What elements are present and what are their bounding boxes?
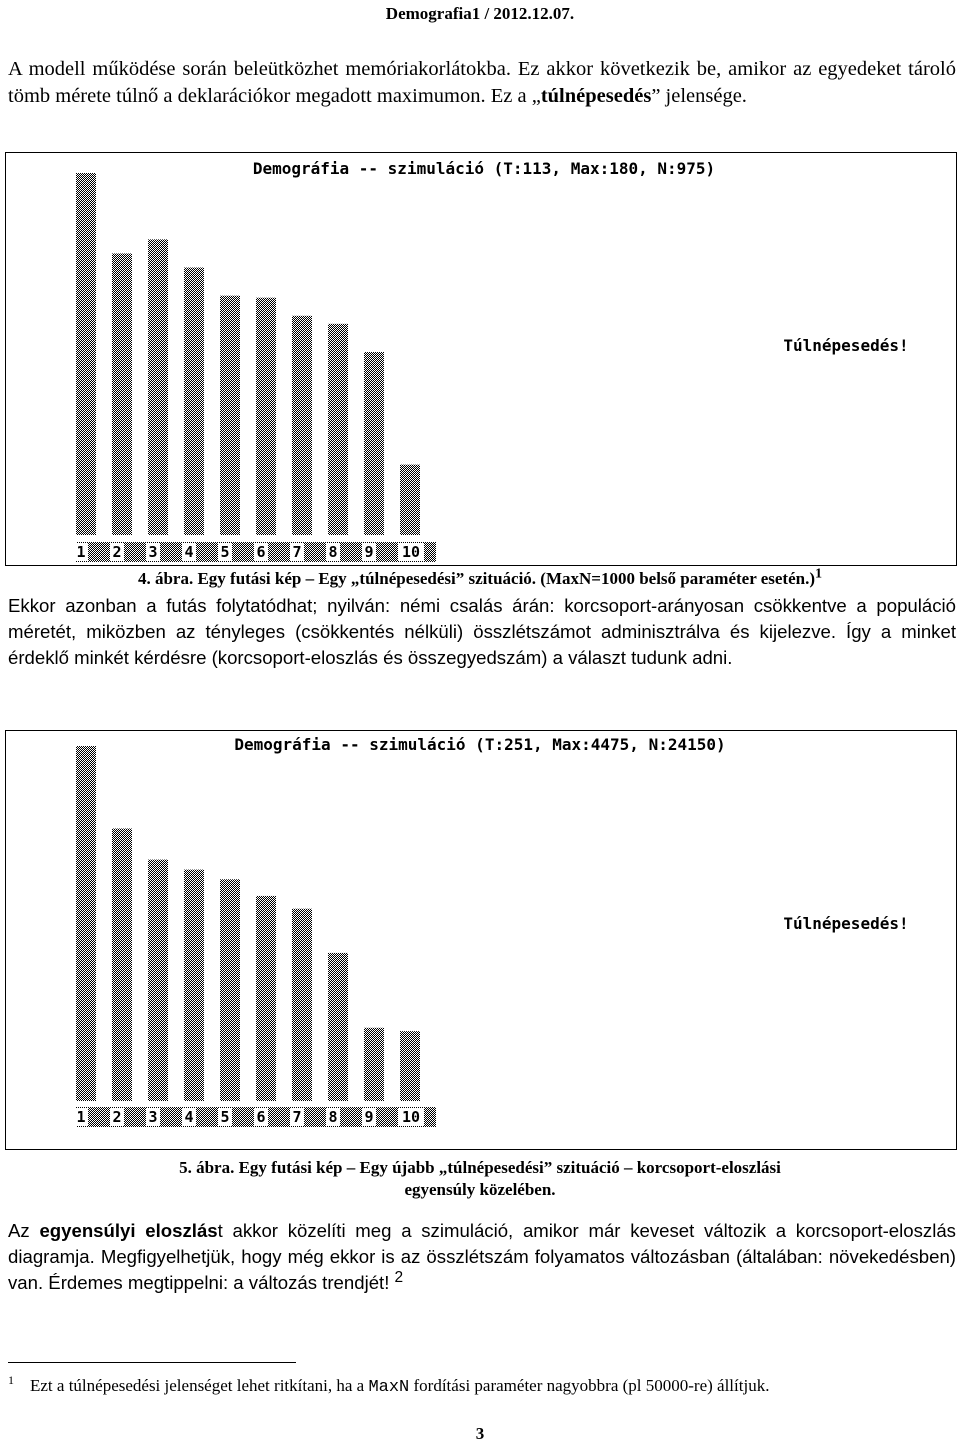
figure-1-caption: 4. ábra. Egy futási kép – Egy „túlnépese…	[0, 565, 960, 590]
middle-paragraph: Ekkor azonban a futás folytatódhat; nyil…	[8, 595, 956, 668]
overpopulation-annotation: Túlnépesedés!	[783, 914, 908, 933]
figure-1-panel: Demográfia -- szimuláció (T:113, Max:180…	[5, 152, 957, 566]
tick-label-box-8	[326, 1108, 340, 1126]
tick-label-1: 1	[76, 1108, 85, 1126]
tick-label-box-5	[218, 1108, 232, 1126]
tick-label-8: 8	[328, 543, 337, 561]
chart-title: Demográfia -- szimuláció (T:251, Max:447…	[234, 735, 725, 754]
tick-label-box-2	[110, 543, 124, 561]
tick-label-box-4	[182, 1108, 196, 1126]
figure-1-chart: Demográfia -- szimuláció (T:113, Max:180…	[74, 159, 909, 562]
tick-label-box-9	[362, 1108, 376, 1126]
page-header: Demografia1 / 2012.12.07.	[385, 4, 575, 23]
tick-label-box-9	[362, 543, 376, 561]
bar-3	[148, 859, 168, 1101]
tick-label-3: 3	[148, 543, 157, 561]
tick-label-4: 4	[184, 1108, 193, 1126]
tick-label-box-3	[146, 543, 160, 561]
tick-label-10: 10	[402, 1108, 420, 1126]
bar-2	[112, 253, 132, 535]
bar-3	[148, 239, 168, 535]
intro-paragraph: A modell működése során beleütközhet mem…	[8, 56, 956, 110]
bar-7	[292, 908, 312, 1101]
bar-2	[112, 828, 132, 1101]
tick-label-2: 2	[112, 1108, 121, 1126]
bar-6	[256, 895, 276, 1101]
tick-label-10: 10	[402, 543, 420, 561]
tick-label-2: 2	[112, 543, 121, 561]
tick-label-3: 3	[148, 1108, 157, 1126]
bar-5	[220, 295, 240, 535]
bar-5	[220, 879, 240, 1101]
tick-label-box-2	[110, 1108, 124, 1126]
footnote-code: MaxN	[368, 1378, 410, 1397]
tick-label-5: 5	[220, 1108, 229, 1126]
figure-2-caption: 5. ábra. Egy futási kép – Egy újabb „túl…	[0, 1157, 960, 1201]
tick-label-box-6	[254, 1108, 268, 1126]
tick-label-box-10	[398, 543, 424, 561]
figure-2-caption-line-1: 5. ábra. Egy futási kép – Egy újabb „túl…	[179, 1158, 781, 1177]
tick-label-box-4	[182, 543, 196, 561]
bar-8	[328, 323, 348, 535]
intro-text-1: A modell működése során beleütközhet mem…	[8, 58, 956, 107]
tick-label-9: 9	[364, 1108, 373, 1126]
tick-label-box-8	[326, 543, 340, 561]
intro-text-2: ” jelensége.	[651, 85, 747, 107]
tick-label-6: 6	[256, 543, 265, 561]
bar-1	[76, 746, 96, 1101]
tick-label-1: 1	[76, 543, 85, 561]
tick-label-box-10	[398, 1108, 424, 1126]
final-footnote-ref[interactable]: 2	[394, 1268, 404, 1286]
footnote-number: 1	[8, 1373, 14, 1388]
tick-label-box-6	[254, 543, 268, 561]
bar-9	[364, 351, 384, 535]
bar-10	[400, 464, 420, 535]
footnote-text-1: Ezt a túlnépesedési jelenséget lehet rit…	[30, 1376, 369, 1395]
bar-7	[292, 315, 312, 535]
tick-label-box-3	[146, 1108, 160, 1126]
intro-bold-term: túlnépesedés	[540, 85, 652, 107]
tick-label-box-7	[290, 543, 304, 561]
tick-label-5: 5	[220, 543, 229, 561]
tick-label-7: 7	[292, 543, 301, 561]
tick-label-box-1	[74, 1108, 88, 1126]
figure-2-panel: Demográfia -- szimuláció (T:251, Max:447…	[5, 730, 957, 1150]
overpopulation-annotation: Túlnépesedés!	[783, 336, 908, 355]
figure-1-footnote-ref[interactable]: 1	[814, 565, 823, 582]
footnote-separator	[8, 1362, 296, 1363]
bar-1	[76, 173, 96, 535]
footnote-text-2: fordítási paraméter nagyobbra (pl 50000-…	[409, 1376, 770, 1395]
bar-6	[256, 297, 276, 535]
bar-10	[400, 1031, 420, 1101]
bar-4	[184, 267, 204, 535]
final-text-1: Az	[8, 1220, 40, 1241]
bar-9	[364, 1027, 384, 1101]
tick-label-box-1	[74, 543, 88, 561]
figure-2-chart: Demográfia -- szimuláció (T:251, Max:447…	[74, 735, 909, 1127]
tick-label-4: 4	[184, 543, 193, 561]
final-paragraph: Az egyensúlyi eloszlást akkor közelíti m…	[8, 1218, 956, 1296]
footnote: 1 Ezt a túlnépesedési jelenséget lehet ri…	[8, 1373, 956, 1397]
final-text-2: t akkor közelíti meg a szimuláció, amiko…	[8, 1220, 956, 1293]
page-number: 3	[475, 1424, 485, 1443]
tick-label-6: 6	[256, 1108, 265, 1126]
chart-title: Demográfia -- szimuláció (T:113, Max:180…	[253, 159, 715, 178]
bar-8	[328, 952, 348, 1101]
tick-label-8: 8	[328, 1108, 337, 1126]
tick-label-box-5	[218, 543, 232, 561]
figure-2-caption-line-2: egyensúly közelében.	[404, 1180, 556, 1199]
figure-1-caption-text: 4. ábra. Egy futási kép – Egy „túlnépese…	[137, 569, 815, 588]
tick-label-9: 9	[364, 543, 373, 561]
tick-label-box-7	[290, 1108, 304, 1126]
final-bold-term: egyensúlyi eloszlás	[39, 1220, 218, 1241]
bar-4	[184, 869, 204, 1101]
tick-label-7: 7	[292, 1108, 301, 1126]
